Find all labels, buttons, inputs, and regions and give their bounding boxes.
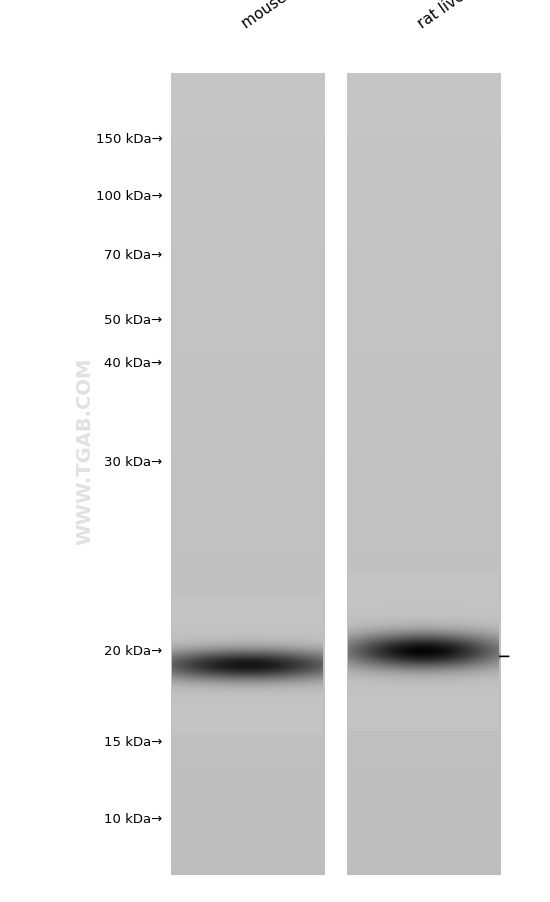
Text: WWW.TGAB.COM: WWW.TGAB.COM [76, 357, 95, 545]
Text: 70 kDa→: 70 kDa→ [104, 249, 162, 262]
Text: rat liver: rat liver [415, 0, 472, 32]
Text: 100 kDa→: 100 kDa→ [96, 190, 162, 203]
Text: 40 kDa→: 40 kDa→ [104, 357, 162, 370]
Text: 30 kDa→: 30 kDa→ [104, 456, 162, 468]
Text: mouse liver: mouse liver [239, 0, 321, 32]
Text: 10 kDa→: 10 kDa→ [104, 813, 162, 825]
Text: 150 kDa→: 150 kDa→ [96, 133, 162, 146]
Text: 15 kDa→: 15 kDa→ [104, 735, 162, 748]
Text: 20 kDa→: 20 kDa→ [104, 645, 162, 658]
Text: 50 kDa→: 50 kDa→ [104, 314, 162, 327]
